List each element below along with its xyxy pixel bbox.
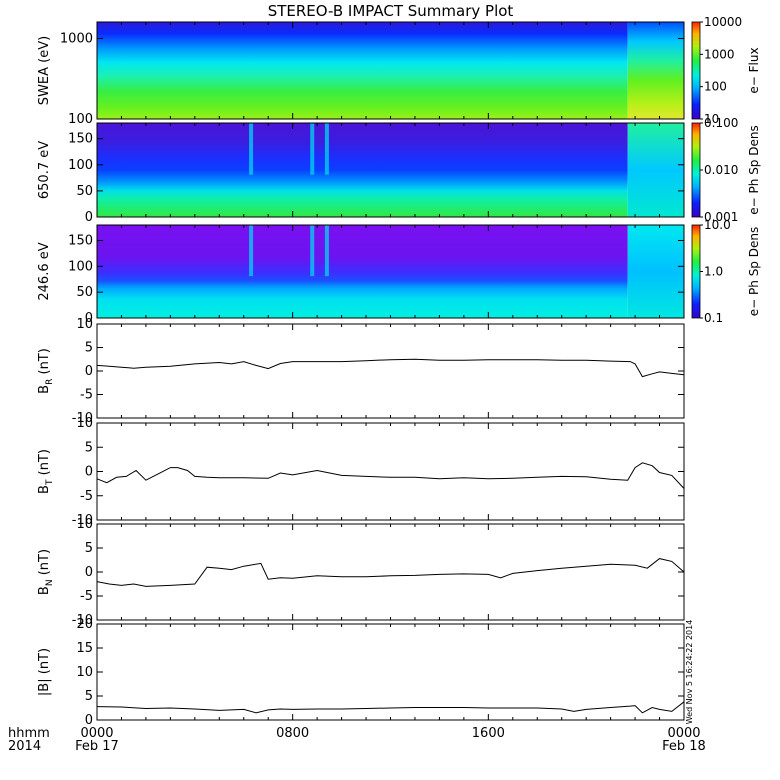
- heatmap-streak: [324, 123, 329, 175]
- colorbar-tick-label: 0.1: [704, 311, 723, 325]
- panel-6: -10 -5 0 5 10 BN (nT): [37, 517, 685, 628]
- panel-3: 10.0 1.0 0.1 e− Ph Sp Dens 0 50 100 150 246.6 eV: [37, 218, 761, 326]
- y-tick-label: -10: [72, 513, 93, 528]
- y-tick-label: 5: [85, 440, 93, 455]
- colorbar-tick-label: 10: [704, 112, 719, 126]
- y-label-text: |B| (nT): [37, 648, 52, 696]
- y-tick-label: 0: [85, 311, 93, 326]
- colorbar: [691, 21, 701, 120]
- y-axis-label: SWEA (eV): [37, 36, 52, 105]
- colorbar: [691, 122, 701, 218]
- y-label-text: BT (nT): [37, 449, 55, 494]
- heatmap-field: [97, 22, 628, 119]
- y-label-text: SWEA (eV): [37, 36, 52, 105]
- y-label-text: 650.7 eV: [37, 141, 52, 199]
- y-tick-label: 1000: [60, 31, 93, 46]
- y-tick-label: 100: [68, 158, 93, 173]
- colorbar-tick-label: 1000: [704, 47, 735, 61]
- colorbar-label: e− Ph Sp Dens: [747, 125, 761, 214]
- y-tick-label: -10: [72, 613, 93, 628]
- colorbar-label: e− Flux: [747, 47, 761, 93]
- panel-1: 10000 1000 100 10 e− Flux 100 1000 SWEA (eV): [37, 15, 761, 127]
- y-axis-label: BT (nT): [37, 449, 55, 494]
- y-axis-label: 246.6 eV: [37, 242, 52, 300]
- panel-frame: [96, 623, 685, 721]
- y-tick-label: 0: [85, 364, 93, 379]
- heatmap-field-late: [627, 225, 684, 318]
- plot-title: STEREO-B IMPACT Summary Plot: [268, 2, 514, 20]
- colorbar-tick-label: 10.0: [704, 218, 731, 232]
- y-label-text: BR (nT): [37, 348, 55, 394]
- panel-frame: [96, 323, 685, 419]
- y-axis-label: 650.7 eV: [37, 141, 52, 199]
- y-tick-label: 5: [85, 541, 93, 556]
- time-tick-label: 0800: [276, 726, 309, 741]
- panel-5: -10 -5 0 5 10 BT (nT): [37, 416, 685, 528]
- heatmap-streak: [310, 225, 315, 277]
- heatmap-streak: [249, 123, 254, 175]
- panel-7: 0 5 10 15 20 |B| (nT): [37, 617, 685, 728]
- time-tick-date: Feb 17: [75, 739, 119, 754]
- y-axis-label: |B| (nT): [37, 648, 52, 696]
- y-tick-label: 150: [68, 234, 93, 249]
- y-tick-label: -5: [80, 388, 93, 403]
- y-label-text: BN (nT): [37, 549, 55, 595]
- trace-line: [96, 701, 685, 714]
- trace-line: [96, 558, 685, 587]
- panel-2: 0.100 0.010 0.001 e− Ph Sp Dens 0 50 100 150 650…: [37, 116, 761, 225]
- y-axis-label: BR (nT): [37, 348, 55, 394]
- heatmap-field: [97, 225, 628, 318]
- y-tick-label: 10: [76, 665, 93, 680]
- y-tick-label: 10: [76, 416, 93, 431]
- y-axis-label: BN (nT): [37, 549, 55, 595]
- y-tick-label: 0: [85, 210, 93, 225]
- colorbar-tick-label: 10000: [704, 15, 742, 29]
- colorbar-tick-label: 100: [704, 80, 727, 94]
- generation-stamp: Wed Nov 5 16:24:22 2014: [685, 620, 694, 725]
- trace-line: [96, 358, 685, 378]
- colorbar-tick-label: 0.100: [704, 116, 738, 130]
- colorbar-tick-label: 0.010: [704, 163, 738, 177]
- heatmap-field-late: [627, 123, 684, 217]
- y-tick-label: -5: [80, 489, 93, 504]
- y-tick-label: 0: [85, 565, 93, 580]
- panel-4: -10 -5 0 5 10 BR (nT): [37, 317, 685, 426]
- heatmap-streak: [324, 225, 329, 277]
- y-tick-label: 5: [85, 341, 93, 356]
- y-tick-label: -5: [80, 589, 93, 604]
- time-tick-label: 0000: [667, 726, 700, 741]
- time-tick-label: 0000: [80, 726, 113, 741]
- colorbar: [691, 224, 701, 319]
- y-tick-label: 15: [76, 641, 93, 656]
- colorbar-tick-label: 1.0: [704, 265, 723, 279]
- y-tick-label: 100: [68, 112, 93, 127]
- y-tick-label: 50: [76, 184, 93, 199]
- heatmap-streak: [249, 225, 254, 277]
- time-tick-label: 1600: [472, 726, 505, 741]
- heatmap-field-late: [627, 22, 684, 119]
- y-tick-label: -10: [72, 411, 93, 426]
- colorbar-label: e− Ph Sp Dens: [747, 227, 761, 316]
- trace-line: [96, 462, 685, 489]
- heatmap-streak: [310, 123, 315, 175]
- time-tick-date: Feb 18: [662, 739, 706, 754]
- y-tick-label: 150: [68, 132, 93, 147]
- y-tick-label: 0: [85, 713, 93, 728]
- panel-frame: [96, 523, 685, 621]
- heatmap-field: [97, 123, 628, 217]
- colorbar-tick-label: 0.001: [704, 210, 738, 224]
- y-tick-label: 10: [76, 317, 93, 332]
- y-tick-label: 0: [85, 465, 93, 480]
- y-tick-label: 100: [68, 259, 93, 274]
- panel-frame: [96, 422, 685, 521]
- y-tick-label: 50: [76, 285, 93, 300]
- y-label-text: 246.6 eV: [37, 242, 52, 300]
- y-tick-label: 5: [85, 689, 93, 704]
- y-tick-label: 10: [76, 517, 93, 532]
- time-axis-label-2: 2014: [8, 739, 41, 754]
- time-axis-label-1: hhmm: [8, 726, 50, 741]
- y-tick-label: 20: [76, 617, 93, 632]
